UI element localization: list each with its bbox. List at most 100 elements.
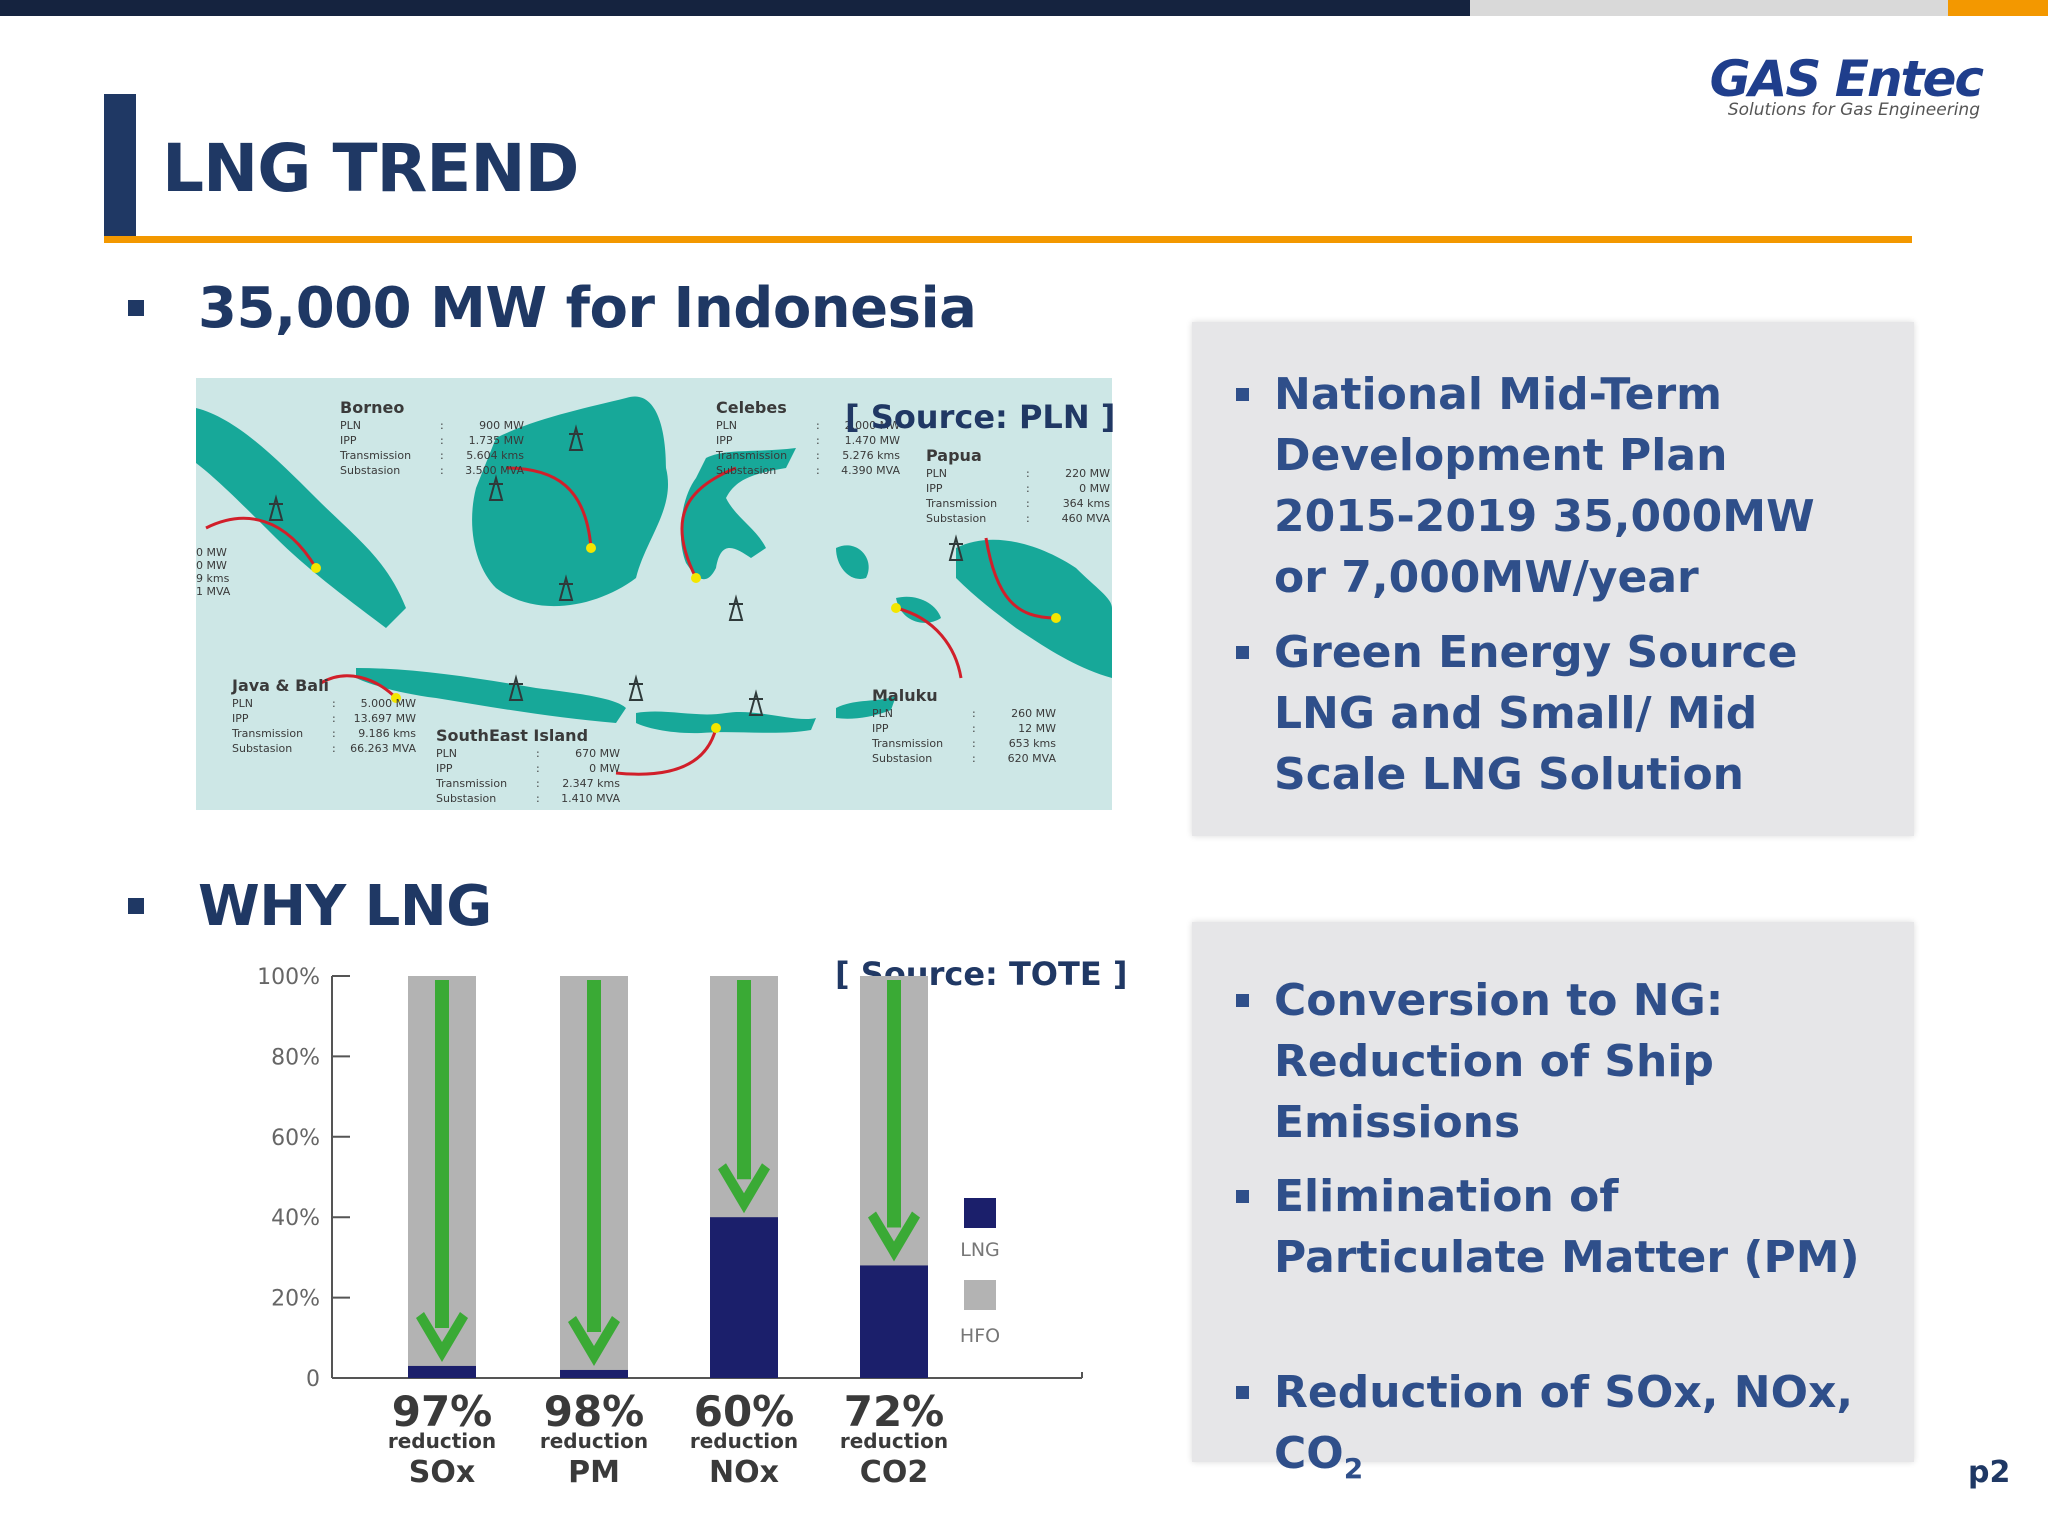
power-tower-icon — [488, 474, 504, 501]
map-dot — [311, 563, 321, 573]
map-region-name: Papua — [926, 446, 982, 465]
map-region-row: PLN:260 MW — [872, 707, 1056, 720]
map-region-name: Java & Bali — [232, 676, 330, 695]
reduction-percent: 97% — [392, 1387, 493, 1436]
map-region-name: SouthEast Island — [436, 726, 589, 745]
map-region-row: Transmission:2.347 kms — [436, 777, 620, 790]
lng-bar — [560, 1369, 628, 1378]
legend-hfo-label: HFO — [960, 1325, 1000, 1347]
map-region-row: Transmission:364 kms — [926, 497, 1110, 510]
subscript: 2 — [1343, 1451, 1364, 1485]
reduction-word: reduction — [388, 1429, 496, 1453]
map-region-borneo: Borneo PLN:900 MW IPP:1.735 MW Transmission… — [340, 400, 524, 478]
map-region-row: Substasion:4.390 MVA — [716, 464, 900, 477]
map-dot — [711, 723, 721, 733]
category-label: NOx — [709, 1455, 779, 1490]
bullet-square-icon — [1236, 388, 1249, 401]
development-plan-panel: National Mid-Term Development Plan 2015-… — [1192, 322, 1914, 836]
reduction-arrow-head — [416, 1311, 468, 1362]
islands — [196, 396, 1112, 734]
map-region-name: Celebes — [716, 398, 787, 417]
legend-lng-swatch — [964, 1198, 996, 1228]
power-tower-icon — [268, 494, 284, 521]
map-arrow — [895, 606, 963, 679]
map-region-row: PLN:2.000 MW — [716, 419, 900, 432]
power-tower-icon — [948, 534, 964, 561]
emissions-chart-svg: 100%80%60%40%20%097%reductionSOx98%reduc… — [257, 965, 1083, 1490]
reduction-arrow-head — [568, 1315, 620, 1366]
power-tower-icon — [748, 689, 764, 716]
map-region-name: Maluku — [872, 686, 938, 705]
map-region-row: IPP:13.697 MW — [232, 712, 416, 725]
map-region-row: PLN:220 MW — [926, 467, 1110, 480]
y-tick-label: 0 — [306, 1367, 320, 1392]
y-tick-label: 80% — [271, 1045, 320, 1070]
map-left-cut-values: 0 MW 0 MW 9 kms 1 MVA — [196, 546, 231, 598]
map-dot — [586, 543, 596, 553]
map-dot — [891, 603, 901, 613]
page-number: p2 — [1968, 1455, 2011, 1490]
power-tower-icon — [558, 574, 574, 601]
map-region-southeast-island: SouthEast Island PLN:670 MW IPP:0 MW Transm… — [436, 728, 620, 806]
category-label: CO2 — [860, 1455, 928, 1490]
y-tick-label: 20% — [271, 1287, 320, 1312]
map-region-row: Transmission:9.186 kms — [232, 727, 416, 740]
map-dot — [691, 573, 701, 583]
reduction-percent: 72% — [844, 1387, 945, 1436]
lng-bar — [860, 1265, 928, 1378]
map-region-row: PLN:5.000 MW — [232, 697, 416, 710]
bullet-square-icon — [1236, 994, 1249, 1007]
map-arrow — [680, 466, 737, 579]
reduction-word: reduction — [840, 1429, 948, 1453]
bullet-square-icon — [128, 300, 144, 316]
map-region-maluku: Maluku PLN:260 MW IPP:12 MW Transmission:65… — [872, 688, 1056, 766]
map-region-name: Borneo — [340, 398, 405, 417]
emissions-benefits-panel: Conversion to NG: Reduction of Ship Emis… — [1192, 922, 1914, 1485]
map-region-row: PLN:670 MW — [436, 747, 620, 760]
map-arrow — [205, 516, 318, 569]
bullet-green-energy: Green Energy Source LNG and Small/ Mid S… — [1236, 622, 1874, 805]
y-tick-label: 100% — [257, 965, 320, 990]
logo-entec: Entec — [1834, 50, 1984, 108]
map-region-celebes: Celebes PLN:2.000 MW IPP:1.470 MW Transmiss… — [716, 400, 900, 478]
category-label: SOx — [409, 1455, 475, 1490]
map-region-row: Substasion:66.263 MVA — [232, 742, 416, 755]
map-dot — [391, 693, 401, 703]
map-region-row: Transmission:5.276 kms — [716, 449, 900, 462]
indonesia-map: Borneo PLN:900 MW IPP:1.735 MW Transmission… — [196, 378, 1112, 810]
power-tower-icon — [568, 424, 584, 451]
title-accent-bar — [104, 94, 136, 238]
logo-gas: GAS — [1709, 50, 1822, 108]
title-underline — [104, 236, 1912, 243]
top-bar-dark — [0, 0, 1470, 16]
section1-heading: 35,000 MW for Indonesia — [198, 276, 977, 341]
bullet-square-icon — [1236, 1386, 1249, 1399]
top-bar-orange — [1948, 0, 2048, 16]
reduction-arrow-head — [868, 1211, 920, 1262]
legend-lng-label: LNG — [960, 1239, 1000, 1261]
logo-tagline: Solutions for Gas Engineering — [1727, 100, 1980, 120]
section2-heading: WHY LNG — [198, 874, 492, 939]
power-tower-icon — [628, 674, 644, 701]
top-bar-gray — [1470, 0, 1948, 16]
map-region-java-bali: Java & Bali PLN:5.000 MW IPP:13.697 MW Tran… — [232, 678, 416, 756]
bullet-square-icon — [128, 898, 144, 914]
map-region-papua: Papua PLN:220 MW IPP:0 MW Transmission:364 … — [926, 448, 1110, 526]
map-region-row: Substasion:460 MVA — [926, 512, 1110, 525]
map-graphic — [196, 396, 1112, 776]
y-tick-label: 40% — [271, 1206, 320, 1231]
map-arrow — [505, 466, 593, 549]
reduction-word: reduction — [540, 1429, 648, 1453]
bullet-square-icon — [1236, 646, 1249, 659]
map-region-row: PLN:900 MW — [340, 419, 524, 432]
power-tower-icon — [728, 594, 744, 621]
map-dot — [1051, 613, 1061, 623]
pln-source-label: [ Source: PLN ] — [845, 398, 1116, 436]
bullet-plan: National Mid-Term Development Plan 2015-… — [1236, 364, 1874, 608]
category-label: PM — [568, 1455, 620, 1490]
y-tick-label: 60% — [271, 1126, 320, 1151]
map-region-row: IPP:0 MW — [436, 762, 620, 775]
lng-bar — [408, 1365, 476, 1378]
lng-bar — [710, 1217, 778, 1378]
emissions-chart: 100% 80% 60% 40% 20% 0 97% reduction SOx 98% reduc… — [240, 950, 1100, 1490]
